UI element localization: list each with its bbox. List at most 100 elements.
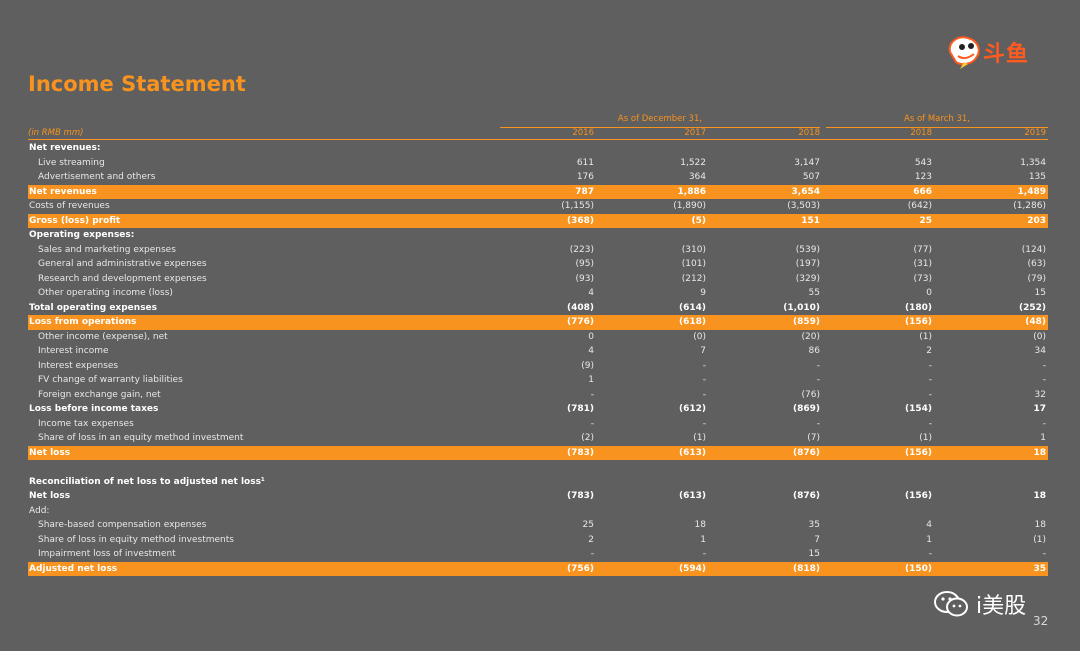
table-row: Income tax expenses - - - - - bbox=[28, 417, 1048, 432]
cell-value: 18 bbox=[1033, 491, 1046, 501]
cell-value: (329) bbox=[795, 273, 820, 284]
table-row: Share-based compensation expenses 25 18 35 4… bbox=[28, 518, 1048, 533]
page-number: 32 bbox=[1033, 614, 1049, 628]
row-label: Live streaming bbox=[38, 157, 105, 168]
cell-value: (310) bbox=[681, 244, 706, 255]
cell-value: - bbox=[816, 375, 820, 385]
row-label: Interest income bbox=[38, 346, 109, 356]
highlighted-row: Gross (loss) profit (368) (5) 151 25 203 bbox=[28, 213, 1048, 228]
row-label: Research and development expenses bbox=[38, 273, 207, 284]
cell-value: (539) bbox=[795, 244, 820, 255]
highlighted-row: Net revenues 787 1,886 3,654 666 1,489 bbox=[28, 184, 1048, 199]
table-row: Reconciliation of net loss to adjusted n… bbox=[28, 475, 1048, 490]
table-row: Add: bbox=[28, 504, 1048, 519]
cell-value: 3,654 bbox=[791, 186, 820, 197]
cell-value: (1) bbox=[1033, 534, 1046, 545]
row-label: Loss before income taxes bbox=[29, 404, 159, 414]
cell-value: 135 bbox=[1028, 172, 1046, 182]
row-label: Advertisement and others bbox=[38, 172, 156, 182]
cell-value: (2) bbox=[581, 433, 594, 443]
cell-value: - bbox=[590, 418, 594, 429]
cell-value: 543 bbox=[914, 157, 932, 168]
cell-value: 15 bbox=[1034, 288, 1046, 298]
group-header-december: As of December 31, bbox=[500, 114, 820, 128]
cell-value: 18 bbox=[1034, 520, 1046, 530]
highlighted-row: Net loss (783) (613) (876) (156) 18 bbox=[28, 445, 1048, 460]
cell-value: 364 bbox=[688, 172, 706, 182]
row-label: Operating expenses: bbox=[29, 230, 135, 240]
cell-value: (613) bbox=[678, 491, 706, 501]
year-header: 2016 bbox=[572, 128, 594, 138]
row-label: Sales and marketing expenses bbox=[38, 244, 176, 255]
cell-value: - bbox=[702, 375, 706, 385]
cell-value: (124) bbox=[1021, 244, 1046, 255]
cell-value: (76) bbox=[801, 389, 820, 400]
table-row: Other income (expense), net 0 (0) (20) (1) (0… bbox=[28, 330, 1048, 345]
cell-value: 2 bbox=[588, 534, 594, 545]
cell-value: 18 bbox=[694, 520, 706, 530]
table-row: Net revenues: bbox=[28, 141, 1048, 156]
cell-value: 2 bbox=[926, 346, 932, 356]
cell-value: (156) bbox=[904, 491, 932, 501]
cell-value: (197) bbox=[795, 259, 820, 269]
cell-value: (5) bbox=[691, 215, 707, 226]
cell-value: (1) bbox=[693, 433, 706, 443]
cell-value: (1) bbox=[919, 331, 932, 342]
cell-value: 35 bbox=[1033, 563, 1046, 574]
cell-value: (642) bbox=[907, 201, 932, 211]
group-header-march: As of March 31, bbox=[826, 114, 1048, 128]
cell-value: - bbox=[928, 418, 932, 429]
cell-value: - bbox=[702, 549, 706, 559]
row-label: Share of loss in an equity method invest… bbox=[38, 433, 244, 443]
cell-value: (223) bbox=[569, 244, 594, 255]
cell-value: 1,489 bbox=[1017, 186, 1046, 197]
cell-value: - bbox=[1042, 375, 1046, 385]
cell-value: - bbox=[1042, 360, 1046, 371]
cell-value: (63) bbox=[1027, 259, 1046, 269]
wechat-watermark: i美股 bbox=[934, 588, 1026, 620]
cell-value: 0 bbox=[588, 331, 594, 342]
cell-value: 151 bbox=[801, 215, 820, 226]
cell-value: 18 bbox=[1033, 447, 1046, 458]
year-header: 2018 bbox=[798, 128, 820, 138]
year-header: 2019 bbox=[1024, 128, 1046, 138]
cell-value: (9) bbox=[581, 360, 594, 371]
cell-value: - bbox=[702, 360, 706, 371]
cell-value: 9 bbox=[700, 288, 706, 298]
cell-value: (20) bbox=[801, 331, 820, 342]
cell-value: 1,522 bbox=[680, 157, 706, 168]
cell-value: (1,155) bbox=[561, 201, 594, 211]
cell-value: 787 bbox=[575, 186, 594, 197]
cell-value: 32 bbox=[1034, 389, 1046, 400]
income-statement-table: Net revenues: Live streaming 611 1,522 3,147… bbox=[28, 141, 1048, 576]
cell-value: (368) bbox=[566, 215, 594, 226]
cell-value: (73) bbox=[913, 273, 932, 284]
cell-value: (7) bbox=[807, 433, 820, 443]
table-row: Costs of revenues (1,155) (1,890) (3,503) (6… bbox=[28, 199, 1048, 214]
cell-value: (818) bbox=[792, 563, 820, 574]
cell-value: (614) bbox=[678, 302, 706, 313]
cell-value: - bbox=[590, 389, 594, 400]
cell-value: (154) bbox=[904, 404, 932, 414]
cell-value: (93) bbox=[575, 273, 594, 284]
row-label: Costs of revenues bbox=[29, 201, 110, 211]
cell-value: (1,010) bbox=[783, 302, 820, 313]
row-label: FV change of warranty liabilities bbox=[38, 375, 183, 385]
row-label: Total operating expenses bbox=[29, 302, 158, 313]
page-title: Income Statement bbox=[28, 72, 246, 96]
row-label: Reconciliation of net loss to adjusted n… bbox=[29, 476, 265, 487]
row-label: Other operating income (loss) bbox=[38, 288, 173, 298]
cell-value: (408) bbox=[566, 302, 594, 313]
cell-value: 666 bbox=[913, 186, 932, 197]
row-label: Loss from operations bbox=[29, 317, 137, 327]
cell-value: (859) bbox=[792, 317, 820, 327]
row-label: Add: bbox=[29, 505, 50, 516]
unit-label: (in RMB mm) bbox=[28, 128, 84, 138]
cell-value: (77) bbox=[913, 244, 932, 255]
table-row: Share of loss in an equity method invest… bbox=[28, 431, 1048, 446]
row-label: Impairment loss of investment bbox=[38, 549, 176, 559]
cell-value: 55 bbox=[808, 288, 820, 298]
cell-value: - bbox=[1042, 549, 1046, 559]
highlighted-row: Loss from operations (776) (618) (859) (156)… bbox=[28, 315, 1048, 330]
cell-value: 35 bbox=[808, 520, 820, 530]
